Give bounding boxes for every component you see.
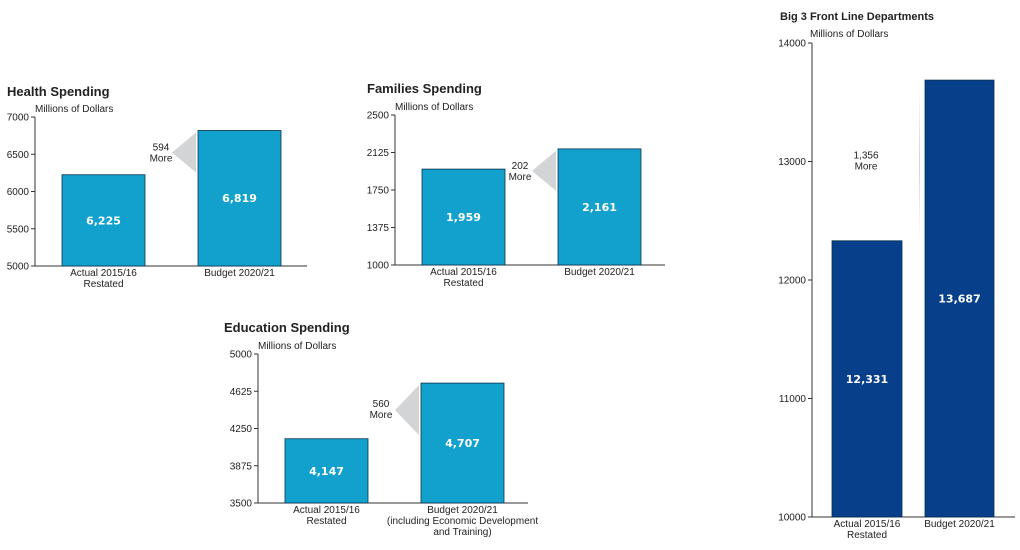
education-y-axis-label: Millions of Dollars (258, 341, 336, 352)
families-bar-value-label-1: 2,161 (582, 201, 617, 214)
families-difference-label: More (509, 172, 532, 183)
families-bar-1 (557, 148, 642, 266)
education-bar-value-label-0: 4,147 (309, 465, 344, 478)
education-y-tick-label: 3500 (230, 499, 253, 510)
education-category-label-0: Restated (306, 516, 346, 527)
families-bar-value-label-0: 1,959 (446, 211, 481, 224)
families-bar-0 (421, 168, 506, 266)
health-category-label-0: Actual 2015/16 (70, 268, 137, 279)
families-y-axis-label: Millions of Dollars (395, 102, 473, 113)
families-category-label-0: Restated (443, 278, 483, 289)
health-bar-value-label-1: 6,819 (222, 192, 257, 205)
health-y-tick-label: 5500 (7, 224, 30, 235)
health-difference-indicator (172, 132, 196, 173)
families-y-tick-label: 1000 (367, 261, 390, 272)
health-difference-label: 594 (153, 142, 170, 153)
big3-y-axis-label: Millions of Dollars (810, 29, 888, 40)
families-difference-indicator (532, 150, 556, 191)
education-bar-value-label-1: 4,707 (445, 437, 480, 450)
families-y-tick-label: 2125 (367, 148, 390, 159)
families-y-tick-label: 1750 (367, 186, 390, 197)
big3-bar-value-label-1: 13,687 (938, 293, 980, 306)
health-category-label-0: Restated (83, 279, 123, 290)
education-category-label-0: Actual 2015/16 (293, 505, 360, 516)
education-category-label-1: (including Economic Development (387, 516, 538, 527)
families-category-label-1: Budget 2020/21 (564, 267, 635, 278)
families-category-label-0: Actual 2015/16 (430, 267, 497, 278)
families-y-tick-label: 1375 (367, 223, 390, 234)
big3-y-tick-label: 12000 (778, 276, 806, 287)
big3-y-tick-label: 10000 (778, 513, 806, 524)
health-difference-label: More (150, 153, 173, 164)
big3-y-tick-label: 13000 (778, 157, 806, 168)
big3-difference-label: More (855, 161, 878, 172)
big3-y-tick-label: 14000 (778, 39, 806, 50)
health-category-label-1: Budget 2020/21 (204, 268, 275, 279)
big3-y-tick-label: 11000 (779, 394, 807, 405)
health-chart-title: Health Spending (7, 84, 110, 99)
families-y-tick-label: 2500 (367, 111, 390, 122)
health-y-tick-label: 5000 (7, 262, 30, 273)
education-bar-1 (420, 382, 505, 504)
big3-difference-label: 1,356 (853, 150, 878, 161)
big3-category-label-0: Actual 2015/16 (834, 519, 901, 530)
education-bar-0 (284, 438, 369, 504)
education-category-label-1: and Training) (433, 527, 491, 538)
families-chart-title: Families Spending (367, 81, 482, 96)
education-y-tick-label: 5000 (230, 350, 253, 361)
education-chart-title: Education Spending (224, 320, 350, 335)
health-y-tick-label: 6000 (7, 187, 30, 198)
big3-category-label-0: Restated (847, 530, 887, 541)
health-bar-1 (197, 130, 282, 267)
education-category-label-1: Budget 2020/21 (427, 505, 498, 516)
big3-bar-1 (924, 79, 995, 518)
families-difference-label: 202 (512, 161, 529, 172)
education-y-tick-label: 3875 (230, 461, 253, 472)
education-y-tick-label: 4625 (230, 387, 253, 398)
education-y-tick-label: 4250 (230, 424, 253, 435)
health-bar-value-label-0: 6,225 (86, 214, 121, 227)
health-y-tick-label: 6500 (7, 150, 30, 161)
education-difference-label: 560 (373, 399, 390, 410)
big3-bar-value-label-0: 12,331 (846, 373, 888, 386)
big3-bar-0 (831, 240, 903, 518)
education-difference-indicator (395, 385, 419, 436)
education-difference-label: More (370, 410, 393, 421)
big3-difference-indicator (919, 86, 920, 241)
health-bar-0 (61, 174, 146, 267)
health-y-tick-label: 7000 (7, 113, 30, 124)
big3-chart-title: Big 3 Front Line Departments (780, 11, 934, 23)
big3-category-label-1: Budget 2020/21 (924, 519, 995, 530)
health-y-axis-label: Millions of Dollars (35, 104, 113, 115)
